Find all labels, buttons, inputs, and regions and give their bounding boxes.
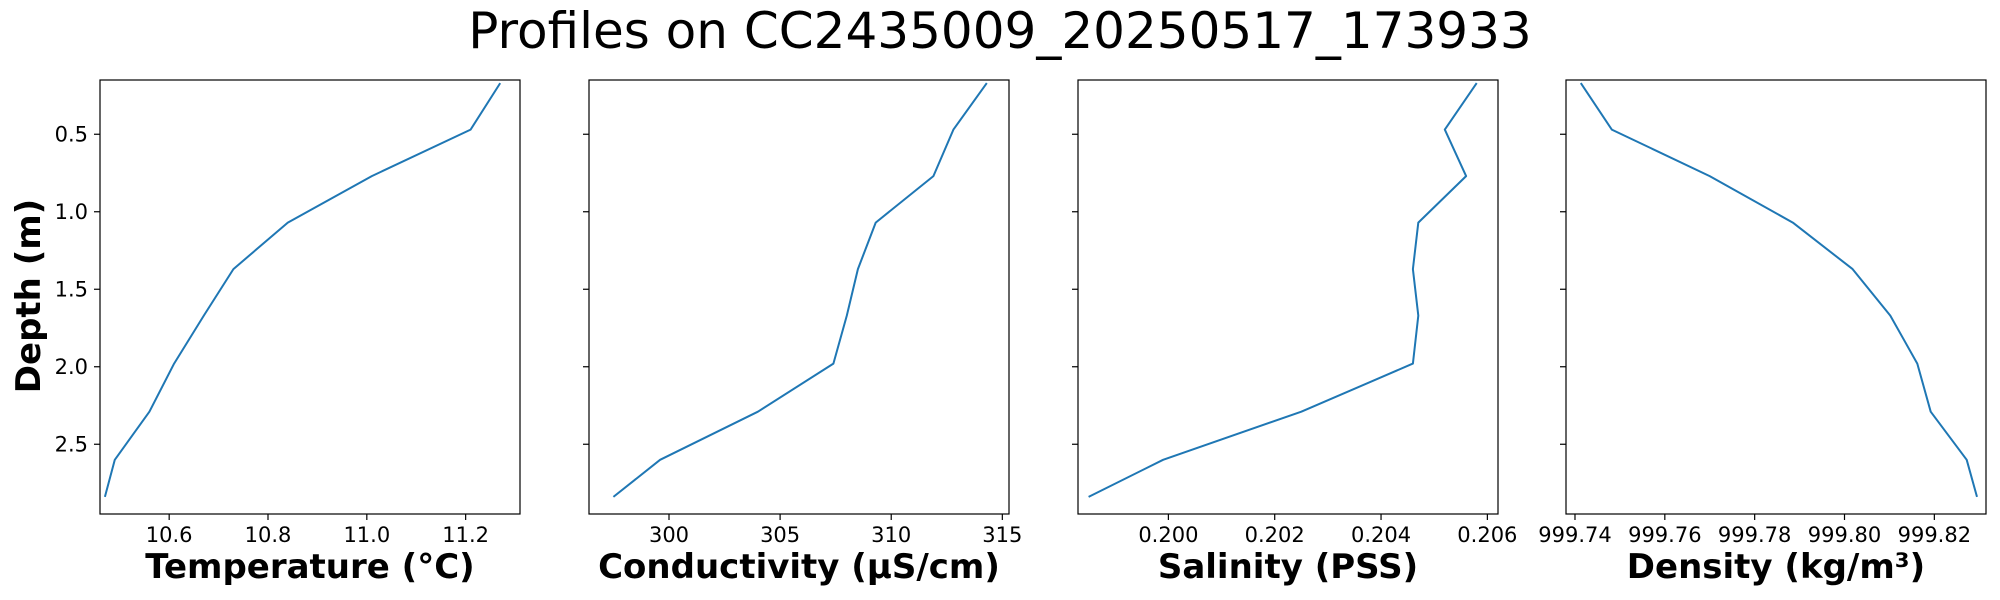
y-axis-label: Depth (m): [9, 199, 49, 393]
salinity-x-axis-label: Salinity (PSS): [1158, 547, 1418, 587]
density-x-tick-label: 999.76: [1628, 523, 1701, 547]
temperature-x-axis-label: Temperature (°C): [145, 547, 474, 587]
density-profile-line: [1579, 82, 1978, 498]
salinity-x-tick-label: 0.202: [1245, 523, 1305, 547]
temperature-y-tick-label: 2.5: [55, 432, 88, 456]
temperature-profile-line: [103, 82, 502, 498]
density-x-tick-label: 999.78: [1718, 523, 1791, 547]
temperature-y-tick-label: 2.0: [55, 355, 88, 379]
conductivity-profile-line: [612, 82, 988, 498]
density-x-axis-label: Density (kg/m³): [1627, 547, 1925, 587]
temperature-x-tick-label: 11.0: [343, 523, 390, 547]
salinity-axes-frame: [1077, 79, 1499, 515]
conductivity-x-tick-label: 305: [760, 523, 800, 547]
temperature-y-tick-label: 1.5: [55, 277, 88, 301]
conductivity-x-tick-label: 315: [982, 523, 1022, 547]
profile-panels: 10.6 10.8 11.0 11.2 0.5 1.0 1.5 2.0 2.5 Temperatu…: [55, 79, 1987, 587]
density-x-tick-label: 999.82: [1898, 523, 1971, 547]
temperature-panel: 10.6 10.8 11.0 11.2 0.5 1.0 1.5 2.0 2.5 Temperatu…: [55, 79, 521, 587]
figure-title: Profiles on CC2435009_20250517_173933: [468, 2, 1531, 60]
temperature-axes-frame: [99, 79, 521, 515]
temperature-y-tick-label: 0.5: [55, 122, 88, 146]
salinity-x-tick-label: 0.206: [1457, 523, 1517, 547]
conductivity-x-axis-label: Conductivity (µS/cm): [598, 547, 1000, 587]
conductivity-axes-frame: [588, 79, 1010, 515]
conductivity-x-tick-label: 310: [871, 523, 911, 547]
density-x-tick-label: 999.74: [1538, 523, 1611, 547]
density-axes-frame: [1565, 79, 1987, 515]
salinity-x-tick-label: 0.200: [1138, 523, 1198, 547]
temperature-y-tick-label: 1.0: [55, 200, 88, 224]
density-x-tick-label: 999.80: [1808, 523, 1881, 547]
salinity-profile-line: [1088, 82, 1478, 498]
temperature-x-tick-label: 10.6: [146, 523, 193, 547]
temperature-x-tick-label: 11.2: [442, 523, 489, 547]
salinity-x-tick-label: 0.204: [1351, 523, 1411, 547]
temperature-x-tick-label: 10.8: [245, 523, 292, 547]
conductivity-x-tick-label: 300: [649, 523, 689, 547]
salinity-panel: 0.200 0.202 0.204 0.206 Salinity (PSS): [1072, 79, 1517, 587]
